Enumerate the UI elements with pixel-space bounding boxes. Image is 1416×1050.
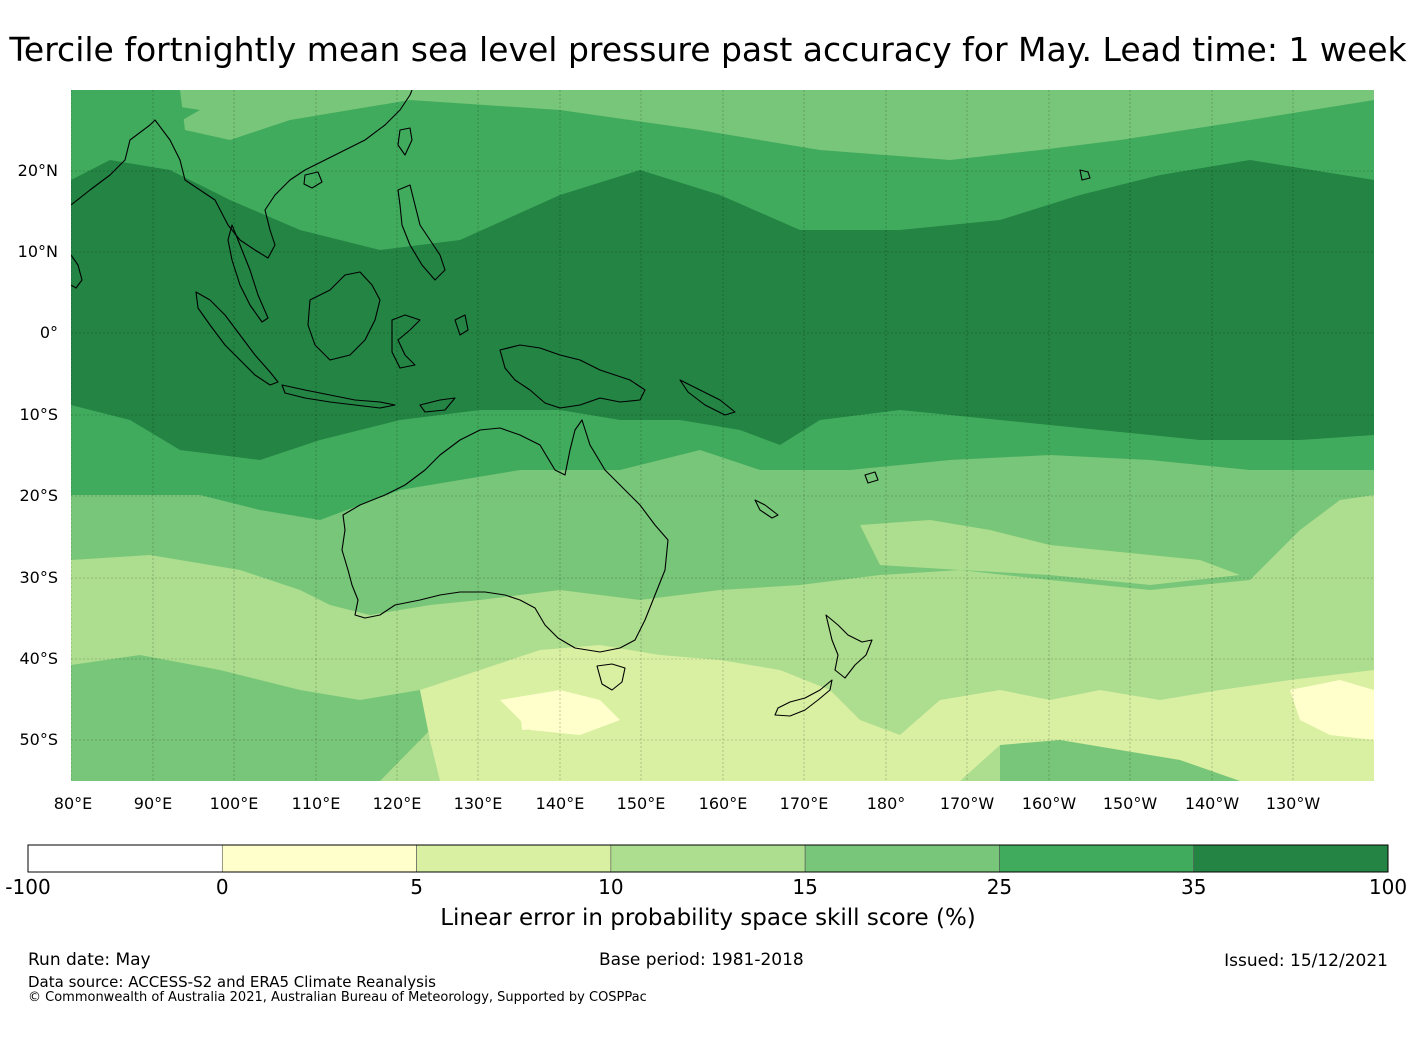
colorbar-tick-label: 35 [1180,875,1207,899]
lon-label: 170°W [939,794,995,813]
coastline-hainan [303,171,323,189]
lon-label: 160°W [1021,794,1077,813]
colorbar-tick-label: 100 [1368,875,1408,899]
lon-label: 150°E [616,794,666,813]
lat-label: 10°N [17,242,58,261]
coastlines [71,90,1091,717]
coastline-tasmania [596,663,626,691]
lon-label: 180° [866,794,906,813]
colorbar-bin [1193,844,1389,873]
colorbar-tick-label: 25 [986,875,1013,899]
coastline-philippines [397,184,446,281]
coastline-taiwan [397,127,413,156]
skill-region-35-100 [71,160,1374,460]
coastline-nz-south [774,679,833,717]
colorbar-bin [27,844,223,873]
skill-region-25-35-north [71,90,200,170]
coastline-new-caledonia [754,499,779,519]
lon-label: 80°E [53,794,93,813]
lon-label: 170°E [779,794,829,813]
run-date: Run date: May [28,950,151,970]
coastline-sumatra [195,291,279,386]
coastline-hawaii [1079,169,1091,181]
lat-label: 30°S [19,568,58,587]
lon-label: 130°E [453,794,503,813]
lat-label: 20°S [19,486,58,505]
lon-label: 110°E [291,794,341,813]
issued-date: Issued: 15/12/2021 [1224,951,1388,971]
coastline-sulawesi [391,314,421,369]
coastline-timor [419,397,456,413]
lon-label: 100°E [209,794,259,813]
colorbar-tick-label: 0 [215,875,229,899]
colorbar-tick-label: -100 [5,875,51,899]
colorbar-bin [221,844,417,873]
colorbar-bin [610,844,806,873]
lon-label: 150°W [1102,794,1158,813]
lat-label: 10°S [19,405,58,424]
lon-label: 90°E [133,794,173,813]
lon-label: 140°W [1184,794,1240,813]
coastline-asia [71,90,413,259]
copyright: © Commonwealth of Australia 2021, Austra… [28,990,647,1005]
coastline-java [281,384,396,409]
skill-region-10-15-east [860,520,1240,585]
coastline-fiji [864,471,879,484]
colorbar-tick-label: 15 [792,875,818,899]
skill-region-35-100-nw [71,180,150,250]
skill-region-5-10 [420,645,1374,781]
skill-region-0-5-b [1290,680,1374,740]
map-title: Tercile fortnightly mean sea level press… [9,30,1407,69]
colorbar-bin [416,844,612,873]
colorbar-bin [804,844,1000,873]
lat-label: 0° [39,323,58,342]
lat-label: 50°S [19,730,58,749]
coastline-malay-peninsula [227,224,269,323]
colorbar-bin [999,844,1195,873]
coastline-australia [341,419,669,653]
coastline-solomons [679,379,736,416]
skill-map [71,90,1374,781]
coastline-halmahera [454,314,469,336]
colorbar-tick-label: 5 [410,875,423,899]
lon-label: 160°E [698,794,748,813]
skill-region-0-5-c [520,708,548,730]
coastline-new-guinea [499,344,646,409]
lat-label: 40°S [19,649,58,668]
colorbar-tick-label: 10 [598,875,624,899]
coastline-india-tip [71,254,83,289]
gridlines [71,90,1374,781]
lon-label: 120°E [372,794,422,813]
base-period: Base period: 1981-2018 [599,950,804,970]
colorbar-label: Linear error in probability space skill … [440,905,976,931]
data-source: Data source: ACCESS-S2 and ERA5 Climate … [28,973,436,991]
coastline-nz-north [825,614,873,679]
coastline-borneo [307,271,381,361]
lon-label: 130°W [1265,794,1321,813]
lat-label: 20°N [17,161,58,180]
skill-region-15-25-sw [71,655,430,781]
lon-label: 140°E [535,794,585,813]
